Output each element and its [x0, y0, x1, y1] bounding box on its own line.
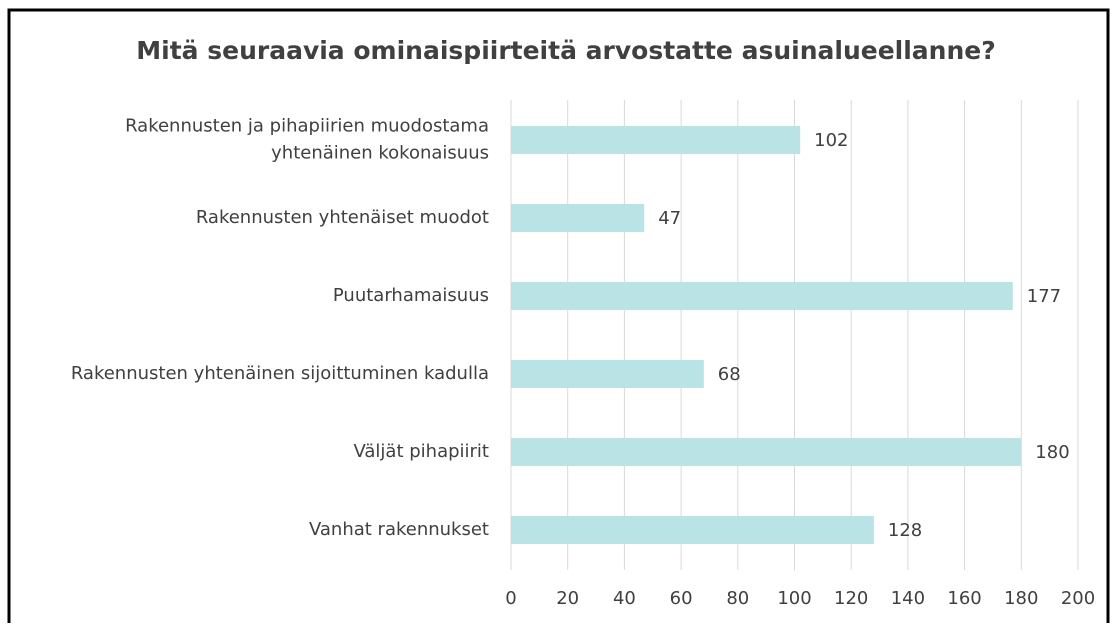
- data-label: 102: [814, 130, 848, 151]
- x-tick-label: 200: [1061, 588, 1095, 609]
- x-tick-label: 60: [670, 588, 693, 609]
- bar: [511, 438, 1022, 466]
- data-label: 128: [888, 520, 922, 541]
- data-label: 68: [718, 364, 741, 385]
- x-tick-label: 20: [556, 588, 579, 609]
- x-tick-label: 100: [777, 588, 811, 609]
- data-label: 177: [1027, 286, 1061, 307]
- bar: [511, 282, 1013, 310]
- x-tick-label: 40: [613, 588, 636, 609]
- y-tick-label: Vanhat rakennukset: [309, 519, 489, 540]
- x-tick-label: 180: [1004, 588, 1038, 609]
- bar: [511, 204, 645, 232]
- y-tick-label: Puutarhamaisuus: [333, 285, 489, 306]
- x-tick-label: 80: [726, 588, 749, 609]
- x-tick-label: 120: [834, 588, 868, 609]
- y-tick-label: Rakennusten yhtenäinen sijoittuminen kad…: [71, 363, 489, 384]
- data-label: 47: [658, 208, 681, 229]
- bar: [511, 126, 801, 154]
- data-label: 180: [1035, 442, 1069, 463]
- x-tick-label: 160: [947, 588, 981, 609]
- bar: [511, 360, 704, 388]
- chart-title: Mitä seuraavia ominaispiirteitä arvostat…: [136, 36, 995, 65]
- x-tick-label: 140: [891, 588, 925, 609]
- y-tick-label: Rakennusten yhtenäiset muodot: [196, 207, 489, 228]
- y-tick-label: Rakennusten ja pihapiirien muodostama yh…: [125, 116, 489, 164]
- bar: [511, 516, 874, 544]
- y-tick-label: Väljät pihapiirit: [353, 441, 489, 462]
- x-tick-label: 0: [505, 588, 516, 609]
